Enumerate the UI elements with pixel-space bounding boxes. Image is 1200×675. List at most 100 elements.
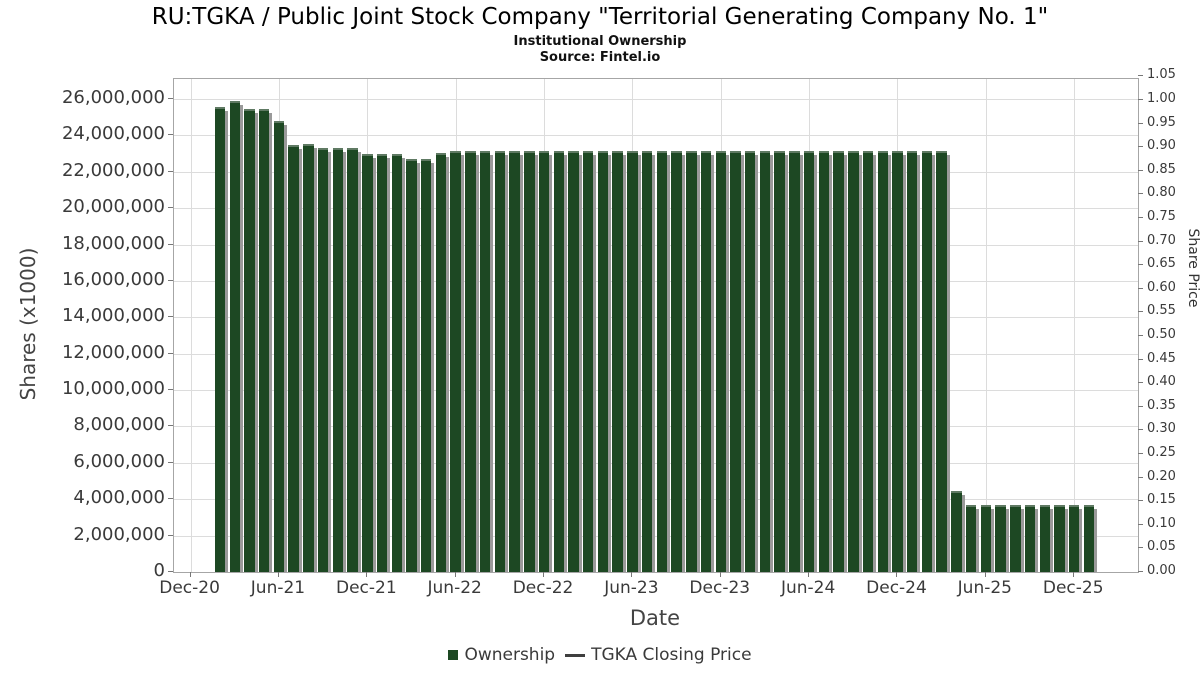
ownership-bar xyxy=(1054,504,1065,572)
ownership-bar xyxy=(921,150,933,572)
y-tick-label-left: 8,000,000 xyxy=(73,414,165,436)
y-tick-label-right: 0.30 xyxy=(1147,421,1176,437)
tick-mark xyxy=(168,98,173,99)
tick-mark xyxy=(1138,523,1143,525)
grid-line-h xyxy=(174,171,1138,173)
tick-mark xyxy=(366,572,368,577)
y-axis-title-left: Shares (x1000) xyxy=(16,247,40,401)
y-tick-label-right: 0.70 xyxy=(1147,232,1176,248)
y-tick-label-left: 16,000,000 xyxy=(61,268,165,290)
y-tick-label-left: 2,000,000 xyxy=(73,523,165,545)
tick-mark xyxy=(168,243,173,245)
tick-mark xyxy=(168,316,173,318)
tick-mark xyxy=(896,572,898,577)
ownership-bar xyxy=(980,504,992,572)
ownership-bar xyxy=(641,150,653,572)
ownership-bar xyxy=(406,159,417,572)
grid-line-h xyxy=(174,208,1138,210)
chart-subtitle: Institutional Ownership xyxy=(513,34,687,49)
ownership-bar xyxy=(303,143,314,572)
y-tick-label-right: 1.05 xyxy=(1147,67,1176,83)
x-tick-label: Jun-21 xyxy=(250,578,306,598)
y-tick-label-left: 26,000,000 xyxy=(61,87,165,108)
y-tick-label-right: 0.55 xyxy=(1147,303,1176,319)
tick-mark xyxy=(1138,193,1143,195)
legend-label-price: TGKA Closing Price xyxy=(591,645,752,665)
y-tick-label-left: 0 xyxy=(153,560,165,581)
y-tick-label-right: 0.80 xyxy=(1147,185,1176,201)
tick-mark xyxy=(984,572,986,577)
ownership-bar xyxy=(700,150,712,572)
ownership-bar xyxy=(656,150,668,572)
grid-line-v xyxy=(190,79,192,572)
tick-mark xyxy=(1138,453,1143,454)
tick-mark xyxy=(168,134,173,136)
x-tick-label: Dec-21 xyxy=(335,578,397,598)
tick-mark xyxy=(1138,217,1143,218)
y-tick-label-left: 24,000,000 xyxy=(61,123,165,145)
ownership-bar xyxy=(317,148,329,572)
ownership-bar xyxy=(715,150,726,572)
x-tick-label: Dec-24 xyxy=(866,578,927,598)
x-axis-title: Date xyxy=(629,606,681,630)
ownership-bar xyxy=(273,120,285,572)
grid-line-h xyxy=(174,317,1138,319)
tick-mark xyxy=(1138,571,1143,572)
y-tick-label-left: 4,000,000 xyxy=(73,487,165,509)
ownership-bar xyxy=(538,150,550,572)
y-tick-label-right: 0.60 xyxy=(1147,279,1176,295)
ownership-bar xyxy=(848,150,859,572)
tick-mark xyxy=(1138,429,1143,431)
ownership-bar xyxy=(759,150,771,572)
tick-mark xyxy=(631,572,633,577)
y-tick-label-right: 0.35 xyxy=(1147,397,1176,413)
y-tick-label-left: 6,000,000 xyxy=(73,450,165,472)
tick-mark xyxy=(189,572,191,577)
tick-mark xyxy=(1138,169,1143,171)
y-tick-label-right: 0.50 xyxy=(1147,327,1176,342)
tick-mark xyxy=(168,170,173,172)
ownership-bar xyxy=(1039,504,1050,572)
ownership-bar xyxy=(1069,504,1080,572)
page-title: RU:TGKA / Public Joint Stock Company "Te… xyxy=(151,4,1049,30)
title-block: RU:TGKA / Public Joint Stock Company "Te… xyxy=(0,0,1200,66)
ownership-bar xyxy=(965,504,977,572)
ownership-bar xyxy=(671,150,682,572)
ownership-bar xyxy=(862,150,874,572)
x-tick-label: Dec-25 xyxy=(1042,578,1104,598)
tick-mark xyxy=(1138,99,1143,100)
ownership-bar xyxy=(288,145,299,572)
ownership-bar xyxy=(362,153,373,572)
x-tick-label: Dec-20 xyxy=(159,578,220,598)
x-tick-label: Jun-24 xyxy=(780,578,836,598)
ownership-bar xyxy=(568,150,579,572)
legend: Ownership TGKA Closing Price xyxy=(0,645,1200,665)
legend-item-ownership: Ownership xyxy=(448,645,555,665)
grid-line-h xyxy=(174,390,1138,392)
grid-line-h xyxy=(174,462,1138,464)
grid-line-h xyxy=(174,426,1138,428)
tick-mark xyxy=(168,279,173,281)
chart-source: Source: Fintel.io xyxy=(539,50,661,65)
y-tick-label-left: 22,000,000 xyxy=(61,159,165,181)
ownership-bar xyxy=(936,150,947,572)
ownership-bar xyxy=(553,150,564,572)
tick-mark xyxy=(168,571,173,572)
ownership-bar xyxy=(951,491,962,572)
ownership-bar xyxy=(789,150,800,572)
tick-mark xyxy=(1138,146,1143,148)
y-tick-label-right: 0.10 xyxy=(1147,515,1176,531)
tick-mark xyxy=(168,498,173,500)
tick-mark xyxy=(277,572,279,577)
ownership-bar xyxy=(877,150,888,572)
tick-mark xyxy=(1138,382,1143,384)
ownership-bar xyxy=(465,150,476,572)
ownership-bar xyxy=(524,150,535,572)
y-tick-label-left: 10,000,000 xyxy=(61,378,165,400)
y-tick-label-left: 18,000,000 xyxy=(61,232,165,254)
ownership-bar xyxy=(745,150,756,572)
tick-mark xyxy=(1138,476,1143,478)
x-tick-label: Jun-25 xyxy=(957,578,1013,598)
tick-mark xyxy=(1138,264,1143,266)
tick-mark xyxy=(1138,500,1143,502)
